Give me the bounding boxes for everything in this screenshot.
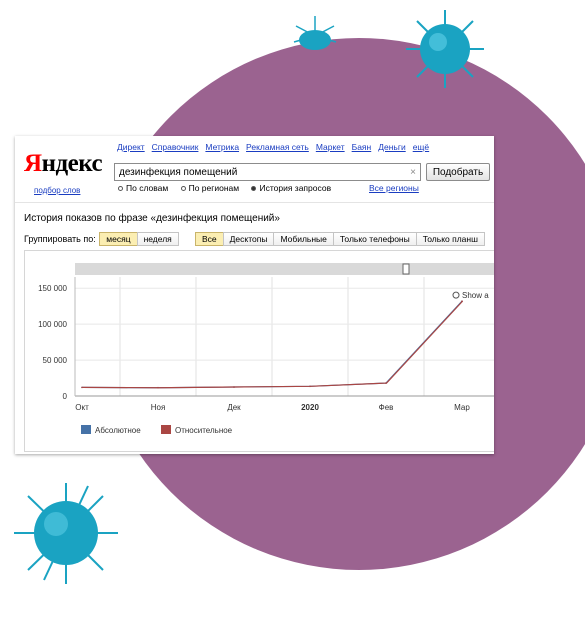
radio-dot-selected-icon (251, 186, 257, 192)
legend-label: Абсолютное (95, 426, 141, 435)
nav-link-more[interactable]: ещё (412, 142, 430, 152)
x-tick-label: Ноя (151, 403, 166, 412)
search-input[interactable]: дезинфекция помещений × (114, 163, 421, 181)
legend-swatch (161, 425, 171, 434)
clear-icon[interactable]: × (410, 167, 416, 178)
legend-label: Относительное (175, 426, 233, 435)
search-mode-radios: По словам По регионам История запросов (118, 183, 341, 193)
grouping-label: Группировать по: (24, 234, 96, 244)
nav-link-metrika[interactable]: Метрика (205, 142, 240, 152)
radio-history[interactable]: История запросов (251, 183, 331, 193)
divider (15, 202, 494, 203)
x-tick-label: Дек (227, 403, 241, 412)
device-desktop-button[interactable]: Десктопы (222, 232, 275, 246)
data-point (157, 386, 159, 389)
radio-by-regions[interactable]: По регионам (180, 183, 239, 193)
radio-dot-icon (118, 186, 123, 192)
virus-icon-small (293, 16, 337, 50)
data-point (385, 382, 387, 384)
x-tick-label: Окт (75, 403, 89, 412)
virus-icon-bottom (14, 483, 118, 584)
all-regions-link[interactable]: Все регионы (369, 183, 419, 193)
device-mobile-button[interactable]: Мобильные (273, 232, 334, 246)
radio-dot-icon (180, 186, 186, 192)
data-point (461, 300, 463, 302)
group-week-button[interactable]: неделя (136, 232, 179, 246)
x-tick-label: Фев (379, 403, 394, 412)
x-tick-label: Мар (454, 403, 470, 412)
nav-link-market[interactable]: Маркет (315, 142, 345, 152)
grouping-bar: Группировать по: месяц неделя (24, 232, 179, 246)
y-tick-label: 50 000 (43, 356, 68, 365)
yandex-logo[interactable]: Яндекс (24, 150, 103, 177)
y-tick-label: 150 000 (38, 284, 67, 293)
chart-scroll-track (75, 263, 494, 275)
chart-annotation: Show a (462, 291, 489, 300)
chart-container: 0 50 000 100 000 150 000 Окт Ноя Дек 2020 Фев Мар… (24, 250, 494, 452)
device-filter: Все Десктопы Мобильные Только телефоны Тольк… (195, 232, 485, 250)
device-all-button[interactable]: Все (195, 232, 224, 246)
device-phones-button[interactable]: Только телефоны (332, 232, 417, 246)
zoom-icon (452, 291, 460, 299)
y-tick-label: 0 (63, 392, 68, 401)
virus-icon-top (406, 10, 484, 88)
chart-scroll-handle-icon (402, 263, 410, 275)
submit-button[interactable]: Подобрать (426, 163, 490, 181)
x-tick-label: 2020 (301, 403, 319, 412)
data-point (81, 386, 83, 389)
legend-swatch (81, 425, 91, 434)
wordstat-screenshot: Яндекс подбор слов Директ Справочник Метри… (15, 136, 494, 454)
top-nav: Директ Справочник Метрика Рекламная сеть Мар… (117, 142, 436, 152)
page-title: История показов по фразе «дезинфекция по… (24, 213, 280, 224)
nav-link-spravochnik[interactable]: Справочник (151, 142, 199, 152)
series-line-2 (82, 300, 464, 389)
nav-link-ad-network[interactable]: Рекламная сеть (246, 142, 309, 152)
data-point (233, 386, 235, 388)
nav-link-bayan[interactable]: Баян (351, 142, 372, 152)
history-line-chart[interactable]: 0 50 000 100 000 150 000 Окт Ноя Дек 2020 Фев Мар… (25, 251, 494, 451)
search-query: дезинфекция помещений (119, 167, 238, 178)
wordstat-link[interactable]: подбор слов (34, 186, 81, 195)
nav-link-direct[interactable]: Директ (117, 142, 145, 152)
y-tick-label: 100 000 (38, 320, 67, 329)
data-point (309, 385, 311, 388)
device-tablets-button[interactable]: Только планш (415, 232, 485, 246)
nav-link-dengi[interactable]: Деньги (378, 142, 406, 152)
group-month-button[interactable]: месяц (99, 232, 138, 246)
radio-by-words[interactable]: По словам (118, 183, 168, 193)
